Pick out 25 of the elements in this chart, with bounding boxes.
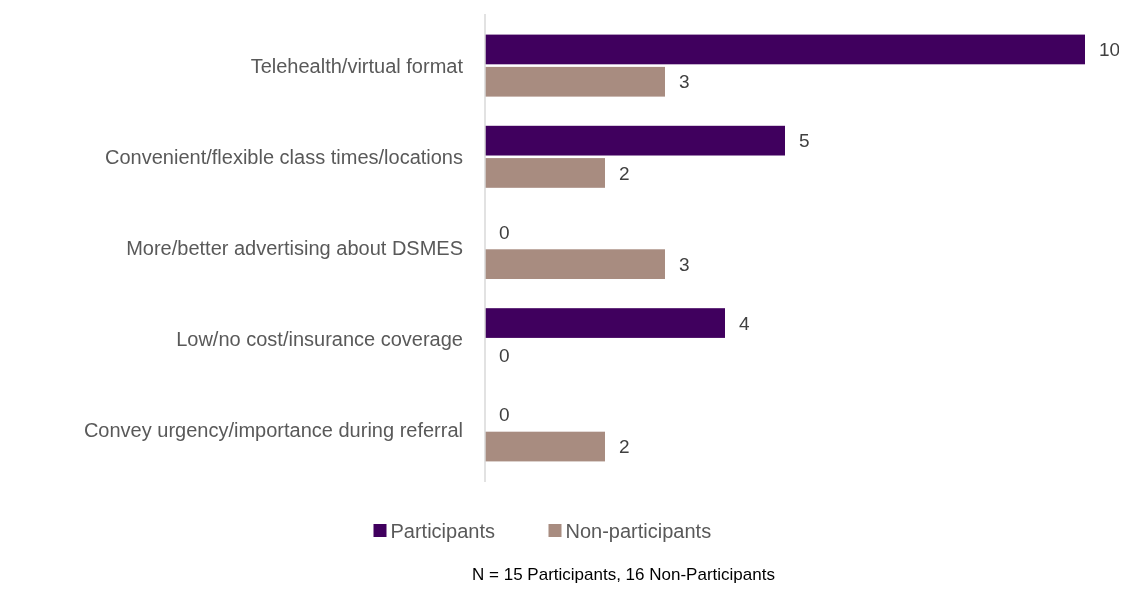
data-label: 5 xyxy=(799,130,810,152)
data-label: 4 xyxy=(739,312,750,334)
bar xyxy=(485,249,665,280)
bar xyxy=(485,308,725,338)
legend-label: Non-participants xyxy=(565,520,712,542)
y-tick-label: Convey urgency/importance during referral xyxy=(83,419,463,442)
bar xyxy=(485,34,1085,65)
data-label: 0 xyxy=(499,403,510,425)
data-label: 10 xyxy=(1099,39,1121,61)
legend-label: Participants xyxy=(390,520,495,542)
bar xyxy=(485,66,665,97)
y-tick-label: Convenient/flexible class times/locations xyxy=(105,145,463,168)
data-label: 0 xyxy=(499,221,510,243)
data-label: 3 xyxy=(679,253,690,275)
data-label: 3 xyxy=(679,71,690,93)
data-label: 0 xyxy=(499,345,510,366)
y-tick-label: More/better advertising about DSMES xyxy=(126,237,463,259)
y-tick-label: Telehealth/virtual format xyxy=(250,54,464,77)
y-tick-label: Low/no cost/insurance coverage xyxy=(176,328,463,351)
bar xyxy=(485,158,605,188)
text: N = 15 Participants, 16 Non-Participants xyxy=(472,565,775,584)
bar xyxy=(485,431,605,462)
data-label: 2 xyxy=(619,162,630,184)
bar xyxy=(485,125,785,156)
data-label: 2 xyxy=(619,436,630,458)
